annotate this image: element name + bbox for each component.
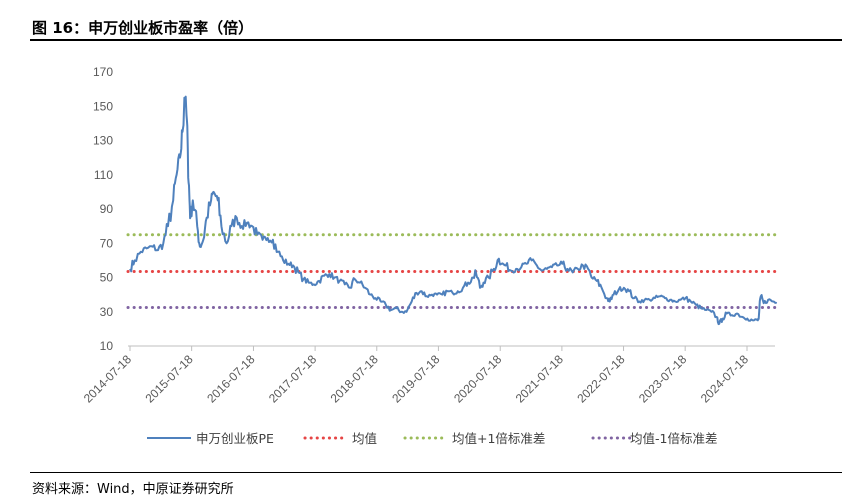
x-tick-label: 2024-07-18	[698, 352, 752, 406]
x-tick-label: 2020-07-18	[451, 352, 505, 406]
title-rule	[30, 39, 842, 41]
legend-label: 均值+1倍标准差	[452, 431, 545, 446]
series-layer	[129, 95, 778, 326]
x-tick-label: 2023-07-18	[636, 352, 690, 406]
y-tick-label: 170	[93, 65, 113, 79]
source-rule	[30, 472, 842, 473]
figure-title: 图 16：申万创业板市盈率（倍）	[32, 19, 254, 37]
y-tick-label: 110	[94, 168, 113, 182]
x-tick-label: 2016-07-18	[204, 352, 258, 406]
legend-label: 均值-1倍标准差	[630, 431, 717, 446]
legend: 申万创业板PE 均值 均值+1倍标准差 均值-1倍标准差	[147, 431, 717, 446]
legend-item-minus1: 均值-1倍标准差	[591, 431, 717, 446]
x-tick-label: 2017-07-18	[266, 352, 320, 406]
x-tick-label: 2022-07-18	[574, 352, 628, 406]
legend-item-plus1: 均值+1倍标准差	[403, 431, 545, 446]
source-note: 资料来源：Wind，中原证券研究所	[32, 482, 234, 497]
y-tick-label: 90	[100, 202, 114, 216]
y-tick-label: 30	[100, 305, 114, 319]
legend-label: 均值	[352, 431, 377, 446]
y-tick-label: 150	[93, 99, 113, 113]
y-tick-label: 50	[100, 271, 114, 285]
x-tick-label: 2015-07-18	[142, 352, 196, 406]
legend-item-mean: 均值	[303, 431, 377, 446]
legend-label: 申万创业板PE	[196, 431, 274, 446]
y-tick-label: 130	[93, 134, 113, 148]
x-tick-label: 2018-07-18	[328, 352, 382, 406]
reference-lines-layer	[126, 233, 777, 309]
pe-series-line	[129, 95, 778, 326]
x-tick-label: 2019-07-18	[389, 352, 443, 406]
x-tick-label: 2014-07-18	[81, 352, 135, 406]
y-tick-label: 70	[100, 236, 114, 250]
legend-item-pe: 申万创业板PE	[147, 431, 274, 446]
x-tick-label: 2021-07-18	[513, 352, 567, 406]
y-tick-label: 10	[100, 339, 114, 353]
pe-line-chart: 10 30 50 70 90 110 130 150 170 2014-07-18 2015-07-…	[81, 65, 778, 446]
